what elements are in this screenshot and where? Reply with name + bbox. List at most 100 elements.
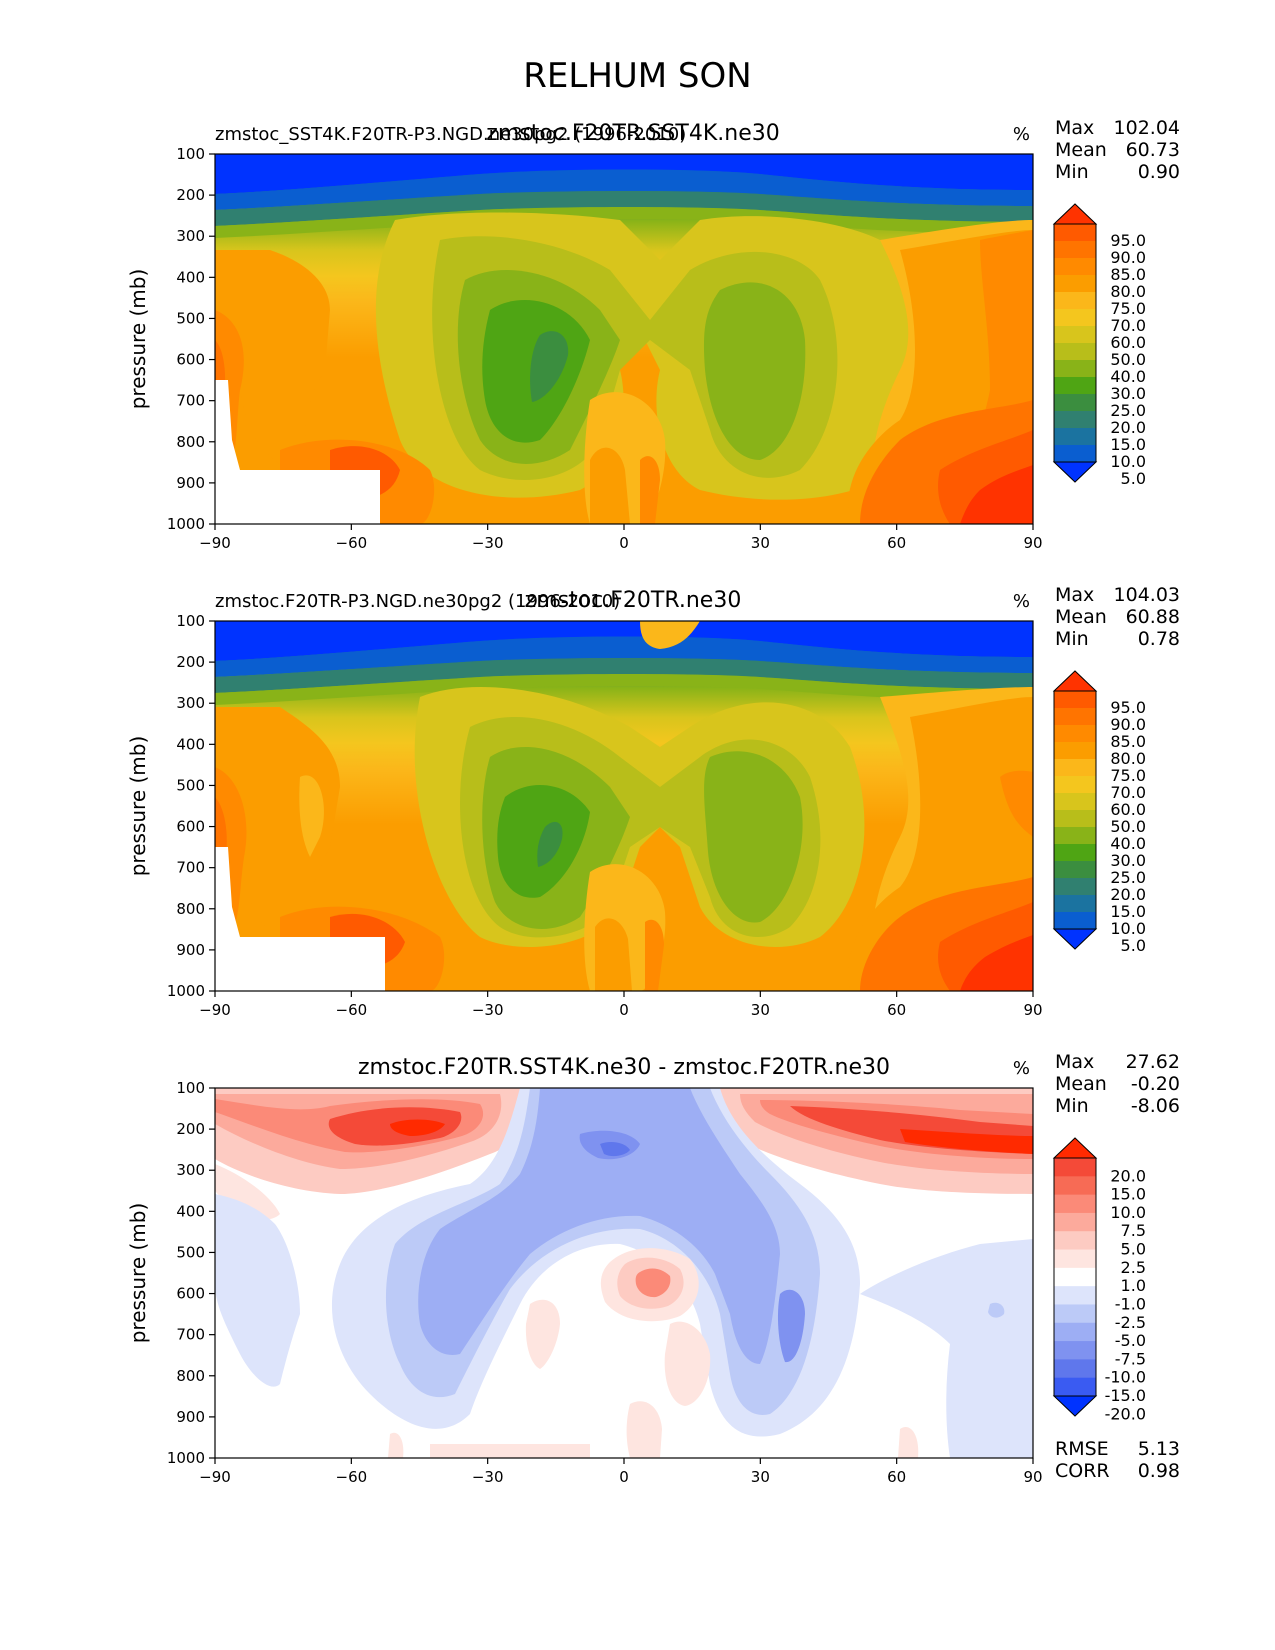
x-tick-label: 0 [619, 1001, 629, 1019]
panel-title: zmstoc.F20TR.ne30 [525, 588, 742, 613]
colorbar-level-label: 10.0 [1110, 919, 1146, 938]
rmse-label: RMSE [1055, 1438, 1109, 1460]
colorbar-level-label: 75.0 [1110, 299, 1146, 318]
y-tick-label: 400 [176, 1202, 205, 1220]
y-tick-label: 600 [176, 818, 205, 836]
y-tick-label: 900 [176, 474, 205, 492]
colorbar-band [1054, 1212, 1096, 1232]
colorbar-band [1054, 895, 1096, 913]
colorbar-level-label: 50.0 [1110, 350, 1146, 369]
colorbar-extend-max [1052, 1137, 1098, 1159]
stats-max-value: 102.04 [1114, 117, 1180, 139]
colorbar-level-label: 85.0 [1110, 732, 1146, 751]
y-ticks: 100 200 300 400 500 600 700 800 900 1000 [167, 1079, 215, 1467]
y-tick-label: 600 [176, 351, 205, 369]
x-ticks: −90 −60 −30 0 30 60 90 [199, 1458, 1043, 1486]
colorbar-level-label: 80.0 [1110, 282, 1146, 301]
x-tick-label: 0 [619, 1468, 629, 1486]
colorbar-level-label: 40.0 [1110, 834, 1146, 853]
stats-max-label: Max [1055, 1051, 1094, 1073]
colorbar-band [1054, 793, 1096, 811]
colorbar-band [1054, 1158, 1096, 1177]
colorbar-band [1054, 1341, 1096, 1360]
stats-min-value: 0.90 [1138, 161, 1180, 183]
colorbar-band [1054, 759, 1096, 777]
colorbar-band [1054, 708, 1096, 726]
y-tick-label: 800 [176, 900, 205, 918]
stats-max-label: Max [1055, 117, 1094, 139]
colorbar-band [1054, 360, 1096, 378]
colorbar-extend-min [1052, 928, 1098, 950]
colorbar-level-label: 95.0 [1110, 698, 1146, 717]
panel-title: zmstoc.F20TR.SST4K.ne30 - zmstoc.F20TR.n… [358, 1055, 890, 1080]
contour-field [215, 621, 1033, 991]
colorbar-band [1054, 377, 1096, 395]
stats-max-value: 104.03 [1114, 584, 1180, 606]
colorbar-level-label: 85.0 [1110, 265, 1146, 284]
x-tick-label: 60 [887, 1001, 906, 1019]
colorbar-frame [1053, 690, 1097, 930]
colorbar-band [1054, 1231, 1096, 1251]
stats-min-label: Min [1055, 1095, 1089, 1117]
y-tick-label: 800 [176, 1367, 205, 1385]
colorbar-level-label: 2.5 [1121, 1258, 1146, 1277]
colorbar-band [1054, 1286, 1096, 1305]
y-tick-label: 300 [176, 694, 205, 712]
colorbar-level-label: 60.0 [1110, 333, 1146, 352]
stats-min-label: Min [1055, 628, 1089, 650]
colorbar-band [1054, 326, 1096, 344]
y-ticks: 100 200 300 400 500 600 700 800 900 1000 [167, 612, 215, 1000]
y-tick-label: 1000 [167, 515, 205, 533]
units-label: % [1013, 124, 1030, 145]
colorbar-band [1054, 1176, 1096, 1196]
colorbar-level-label: -20.0 [1105, 1404, 1146, 1423]
colorbar-level-label: 7.5 [1121, 1221, 1146, 1240]
stats-min-value: 0.78 [1138, 628, 1180, 650]
x-tick-label: −60 [336, 1001, 368, 1019]
colorbar-frame [1053, 223, 1097, 463]
stats-mean-label: Mean [1055, 606, 1107, 628]
colorbar-band [1054, 912, 1096, 930]
units-label: % [1013, 591, 1030, 612]
x-tick-label: 30 [751, 534, 770, 552]
stats-max-label: Max [1055, 584, 1094, 606]
colorbar: 95.090.085.080.075.070.060.050.040.030.0… [1052, 670, 1146, 955]
colorbar-level-label: 10.0 [1110, 1203, 1146, 1222]
case-label: zmstoc_SST4K.F20TR-P3.NGD.ne30pg2 (1996-… [215, 124, 686, 145]
y-tick-label: 500 [176, 309, 205, 327]
y-tick-label: 900 [176, 1408, 205, 1426]
y-axis-label: pressure (mb) [126, 1203, 150, 1344]
x-tick-label: −30 [472, 534, 504, 552]
colorbar-level-label: 95.0 [1110, 231, 1146, 250]
y-tick-label: 300 [176, 227, 205, 245]
contour-field [215, 154, 1033, 524]
colorbar-level-label: 1.0 [1121, 1276, 1146, 1295]
colorbar-level-label: 5.0 [1121, 1240, 1146, 1259]
case-label: zmstoc.F20TR-P3.NGD.ne30pg2 (1996-2010) [215, 591, 620, 612]
colorbar-band [1054, 1194, 1096, 1214]
colorbar-level-label: -1.0 [1115, 1294, 1146, 1313]
colorbar-level-label: 15.0 [1110, 902, 1146, 921]
x-tick-label: 30 [751, 1001, 770, 1019]
colorbar-band [1054, 878, 1096, 896]
colorbar-level-label: 25.0 [1110, 401, 1146, 420]
y-tick-label: 400 [176, 268, 205, 286]
x-tick-label: −60 [336, 1468, 368, 1486]
colorbar-band [1054, 1377, 1096, 1397]
colorbar-extend-min [1052, 461, 1098, 483]
colorbar-level-label: -7.5 [1115, 1349, 1146, 1368]
x-tick-label: −30 [472, 1468, 504, 1486]
y-tick-label: 600 [176, 1285, 205, 1303]
colorbar-level-label: 20.0 [1110, 1166, 1146, 1185]
x-tick-label: 90 [1023, 534, 1042, 552]
colorbar-level-label: 60.0 [1110, 800, 1146, 819]
colorbar-band [1054, 725, 1096, 743]
colorbar-level-label: -10.0 [1105, 1368, 1146, 1387]
y-tick-label: 200 [176, 1120, 205, 1138]
rmse-value: 5.13 [1138, 1438, 1180, 1460]
x-tick-label: 60 [887, 534, 906, 552]
y-axis-label: pressure (mb) [126, 736, 150, 877]
colorbar-band [1054, 343, 1096, 361]
colorbar-band [1054, 1304, 1096, 1324]
colorbar-level-label: 15.0 [1110, 1185, 1146, 1204]
